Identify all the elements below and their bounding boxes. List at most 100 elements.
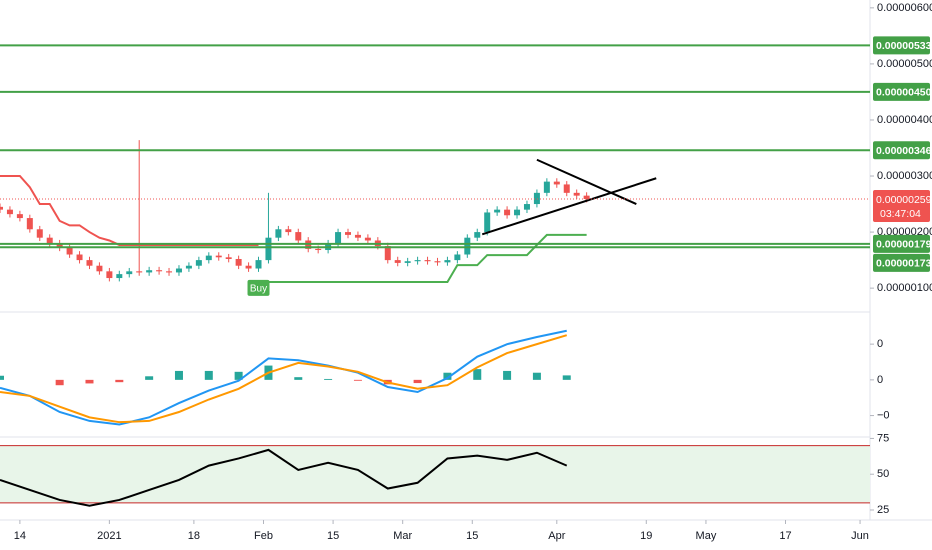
candle-body: [265, 237, 272, 261]
series-line: [268, 233, 587, 283]
candle-body: [394, 260, 401, 263]
level-label-box: [873, 253, 930, 272]
candle-body: [514, 209, 521, 216]
y-tick-label: 0.00000400: [877, 114, 932, 126]
candle-body: [116, 274, 123, 279]
candle-body: [215, 255, 222, 258]
level-label-box: [873, 36, 930, 55]
candle-body: [245, 265, 252, 269]
candle-body: [523, 204, 530, 210]
candle-body: [6, 209, 13, 215]
histogram-bar: [174, 370, 183, 380]
candle-body: [96, 265, 103, 272]
candle-body: [146, 270, 153, 273]
level-label: 0.00000173: [876, 258, 932, 270]
y-tick-label: 0: [877, 338, 883, 350]
histogram-bar: [413, 379, 422, 384]
candle-body: [364, 237, 371, 241]
candle-body: [464, 237, 471, 255]
histogram-bar: [0, 375, 4, 380]
trendline: [536, 158, 637, 205]
candle-body: [424, 260, 431, 262]
x-tick-label: 14: [14, 530, 26, 542]
candle-body: [285, 229, 292, 233]
series-line: [0, 334, 568, 424]
histogram-bar: [324, 378, 333, 380]
level-label: 0.00000450: [876, 87, 932, 99]
y-tick-label: 25: [877, 504, 889, 516]
candle-body: [56, 243, 63, 248]
candle-body: [156, 270, 163, 272]
candle-body: [46, 237, 53, 244]
candle-body: [185, 265, 192, 269]
y-tick-label: −0: [877, 409, 890, 421]
level-label-box: [873, 141, 930, 160]
candle-body: [106, 271, 113, 279]
countdown: 03:47:04: [880, 208, 921, 220]
histogram-bar: [503, 370, 512, 380]
candle-body: [335, 232, 342, 244]
x-tick-label: Jun: [851, 530, 869, 542]
candle-body: [345, 232, 351, 235]
candle-body: [494, 209, 501, 213]
candle-body: [553, 181, 560, 185]
histogram-bar: [115, 379, 124, 383]
last-price-box: [873, 190, 930, 223]
last-price-label: 0.00000259: [876, 194, 932, 206]
candle-body: [404, 261, 411, 263]
level-label: 0.00000533: [876, 40, 932, 52]
candle-body: [504, 209, 511, 216]
candle-body: [36, 229, 43, 238]
x-tick-label: Feb: [254, 530, 273, 542]
candle-body: [136, 271, 143, 273]
x-tick-label: 15: [327, 530, 339, 542]
signal-marker: [247, 279, 270, 296]
candle-body: [454, 254, 461, 261]
y-tick-label: 75: [877, 432, 889, 444]
level-label: 0.00000179: [876, 239, 932, 251]
y-tick-label: 50: [877, 468, 889, 480]
series-line: [0, 448, 568, 507]
x-tick-label: May: [696, 530, 717, 542]
y-tick-label: 0.00000300: [877, 170, 932, 182]
candle-body: [583, 195, 590, 200]
candle-body: [126, 271, 133, 275]
x-tick-label: 2021: [97, 530, 121, 542]
candle-body: [295, 232, 302, 241]
candle-body: [563, 184, 570, 193]
histogram-bar: [234, 371, 243, 380]
candle-body: [315, 248, 322, 251]
candle-body: [86, 260, 93, 266]
series-line: [0, 329, 567, 426]
candle-body: [275, 229, 282, 238]
candle-body: [195, 260, 202, 266]
x-tick-label: Mar: [393, 530, 412, 542]
histogram-bar: [532, 372, 541, 380]
candle-body: [175, 268, 182, 273]
x-tick-label: 18: [188, 530, 200, 542]
trendline: [481, 177, 657, 236]
histogram-bar: [204, 370, 213, 380]
series-line: [0, 175, 259, 246]
histogram-bar: [473, 369, 482, 380]
candle-body: [434, 261, 441, 263]
candle-body: [474, 232, 481, 238]
x-tick-label: Apr: [548, 530, 565, 542]
candle-body: [354, 234, 361, 238]
candle-body: [235, 258, 242, 266]
x-tick-label: 17: [779, 530, 791, 542]
y-tick-label: 0.00000600: [877, 2, 932, 14]
candle-body: [26, 218, 33, 230]
candle-body: [205, 255, 212, 261]
signal-label: Buy: [250, 284, 267, 295]
histogram-bar: [562, 375, 571, 380]
candle-body: [414, 260, 421, 262]
candle-body: [225, 257, 232, 259]
candle-body: [384, 246, 391, 261]
level-label-box: [873, 82, 930, 101]
histogram-bar: [353, 379, 362, 381]
rsi-band: [0, 445, 870, 503]
candle-body: [533, 192, 540, 205]
level-label-box: [873, 234, 930, 253]
